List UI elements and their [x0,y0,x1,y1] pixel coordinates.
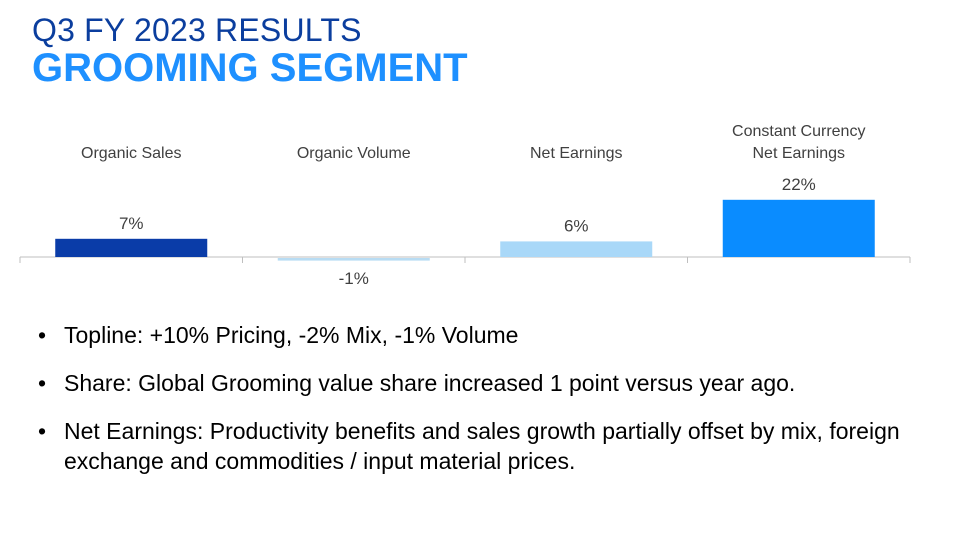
bullet-item: • Net Earnings: Productivity benefits an… [38,416,948,476]
bullet-list: • Topline: +10% Pricing, -2% Mix, -1% Vo… [38,320,948,494]
category-label: Constant Currency [732,123,865,140]
bullet-text: Share: Global Grooming value share incre… [64,370,796,396]
bullet-text: Net Earnings: Productivity benefits and … [64,418,900,474]
bar [722,199,875,257]
category-label: Net Earnings [530,145,623,162]
bar [55,238,208,257]
data-label: 6% [564,216,589,235]
bullet-dot: • [38,370,47,396]
page-title: Q3 FY 2023 RESULTS [32,12,362,48]
category-label: Net Earnings [753,145,846,162]
bar [500,241,653,257]
bar-chart: 7% Organic Sales -1% Organic Volume 6% Net Ea… [19,123,911,288]
data-label: 7% [119,214,144,233]
bullet-item: • Topline: +10% Pricing, -2% Mix, -1% Vo… [38,320,948,350]
category-label: Organic Volume [297,145,411,162]
bar [277,258,430,261]
data-label: 22% [782,175,816,194]
category-label: Organic Sales [81,145,182,162]
page-subtitle: GROOMING SEGMENT [32,46,468,90]
bullet-item: • Share: Global Grooming value share inc… [38,368,948,398]
data-label: -1% [339,269,369,288]
bullet-dot: • [38,322,47,348]
bullet-text: Topline: +10% Pricing, -2% Mix, -1% Volu… [64,322,519,348]
bullet-dot: • [38,418,47,444]
